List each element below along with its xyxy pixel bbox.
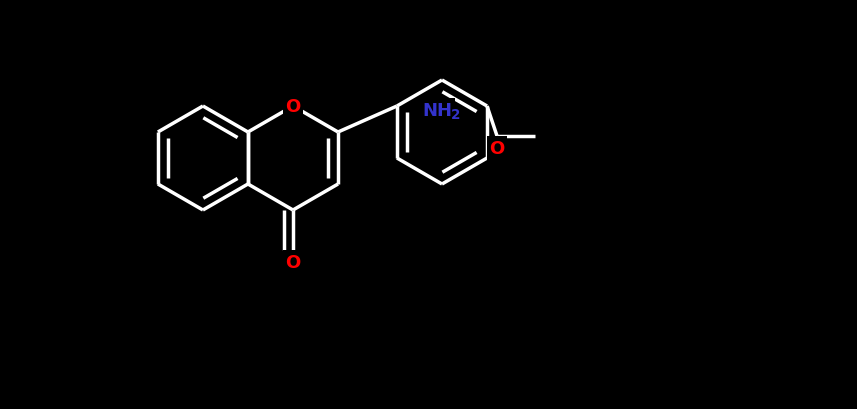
Text: NH: NH [422,102,452,120]
Text: O: O [285,98,301,116]
Text: O: O [489,139,505,157]
Text: 2: 2 [452,108,461,122]
Text: O: O [285,254,301,271]
